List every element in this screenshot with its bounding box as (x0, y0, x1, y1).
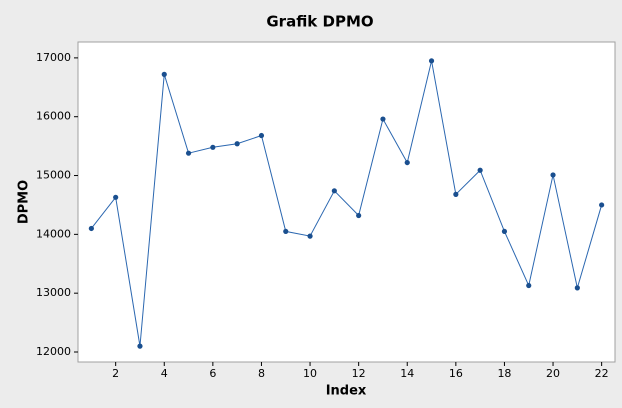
y-tick-label: 12000 (36, 345, 71, 358)
plot-area (77, 41, 616, 363)
x-tick-label: 10 (303, 367, 317, 380)
x-tick-label: 20 (546, 367, 560, 380)
y-tick-label: 15000 (36, 169, 71, 182)
x-tick-label: 2 (112, 367, 119, 380)
data-point (477, 167, 483, 173)
data-point (137, 343, 143, 349)
data-point (331, 188, 337, 194)
x-tick-label: 4 (161, 367, 168, 380)
x-tick-label: 8 (258, 367, 265, 380)
data-point (88, 225, 94, 232)
data-point (356, 212, 362, 219)
y-tick-label: 14000 (36, 227, 71, 240)
data-point (234, 141, 240, 147)
x-axis-label: Index (326, 384, 367, 399)
x-tick-label: 16 (449, 367, 463, 380)
x-tick-label: 6 (209, 367, 216, 380)
data-point (574, 285, 580, 291)
x-tick-label: 14 (400, 367, 414, 380)
y-tick-label: 17000 (36, 51, 71, 64)
data-point (453, 191, 459, 197)
data-point (185, 150, 192, 156)
y-axis-label: DPMO (17, 180, 32, 224)
data-point (283, 228, 289, 235)
y-tick-label: 13000 (36, 286, 71, 299)
data-point (501, 228, 508, 235)
data-point (404, 159, 410, 166)
data-point (599, 202, 605, 208)
data-point (526, 282, 532, 289)
data-point (307, 233, 313, 239)
data-point (210, 144, 216, 150)
data-point (113, 194, 119, 200)
data-point (258, 132, 265, 139)
data-point (161, 71, 167, 77)
data-point (428, 58, 435, 64)
chart-title: Grafik DPMO (266, 13, 373, 31)
x-tick-label: 22 (595, 367, 609, 380)
y-tick-label: 16000 (36, 110, 71, 123)
x-tick-label: 12 (352, 367, 366, 380)
data-line (90, 60, 603, 347)
data-point (550, 172, 556, 178)
x-tick-label: 18 (497, 367, 511, 380)
data-point (380, 116, 386, 122)
